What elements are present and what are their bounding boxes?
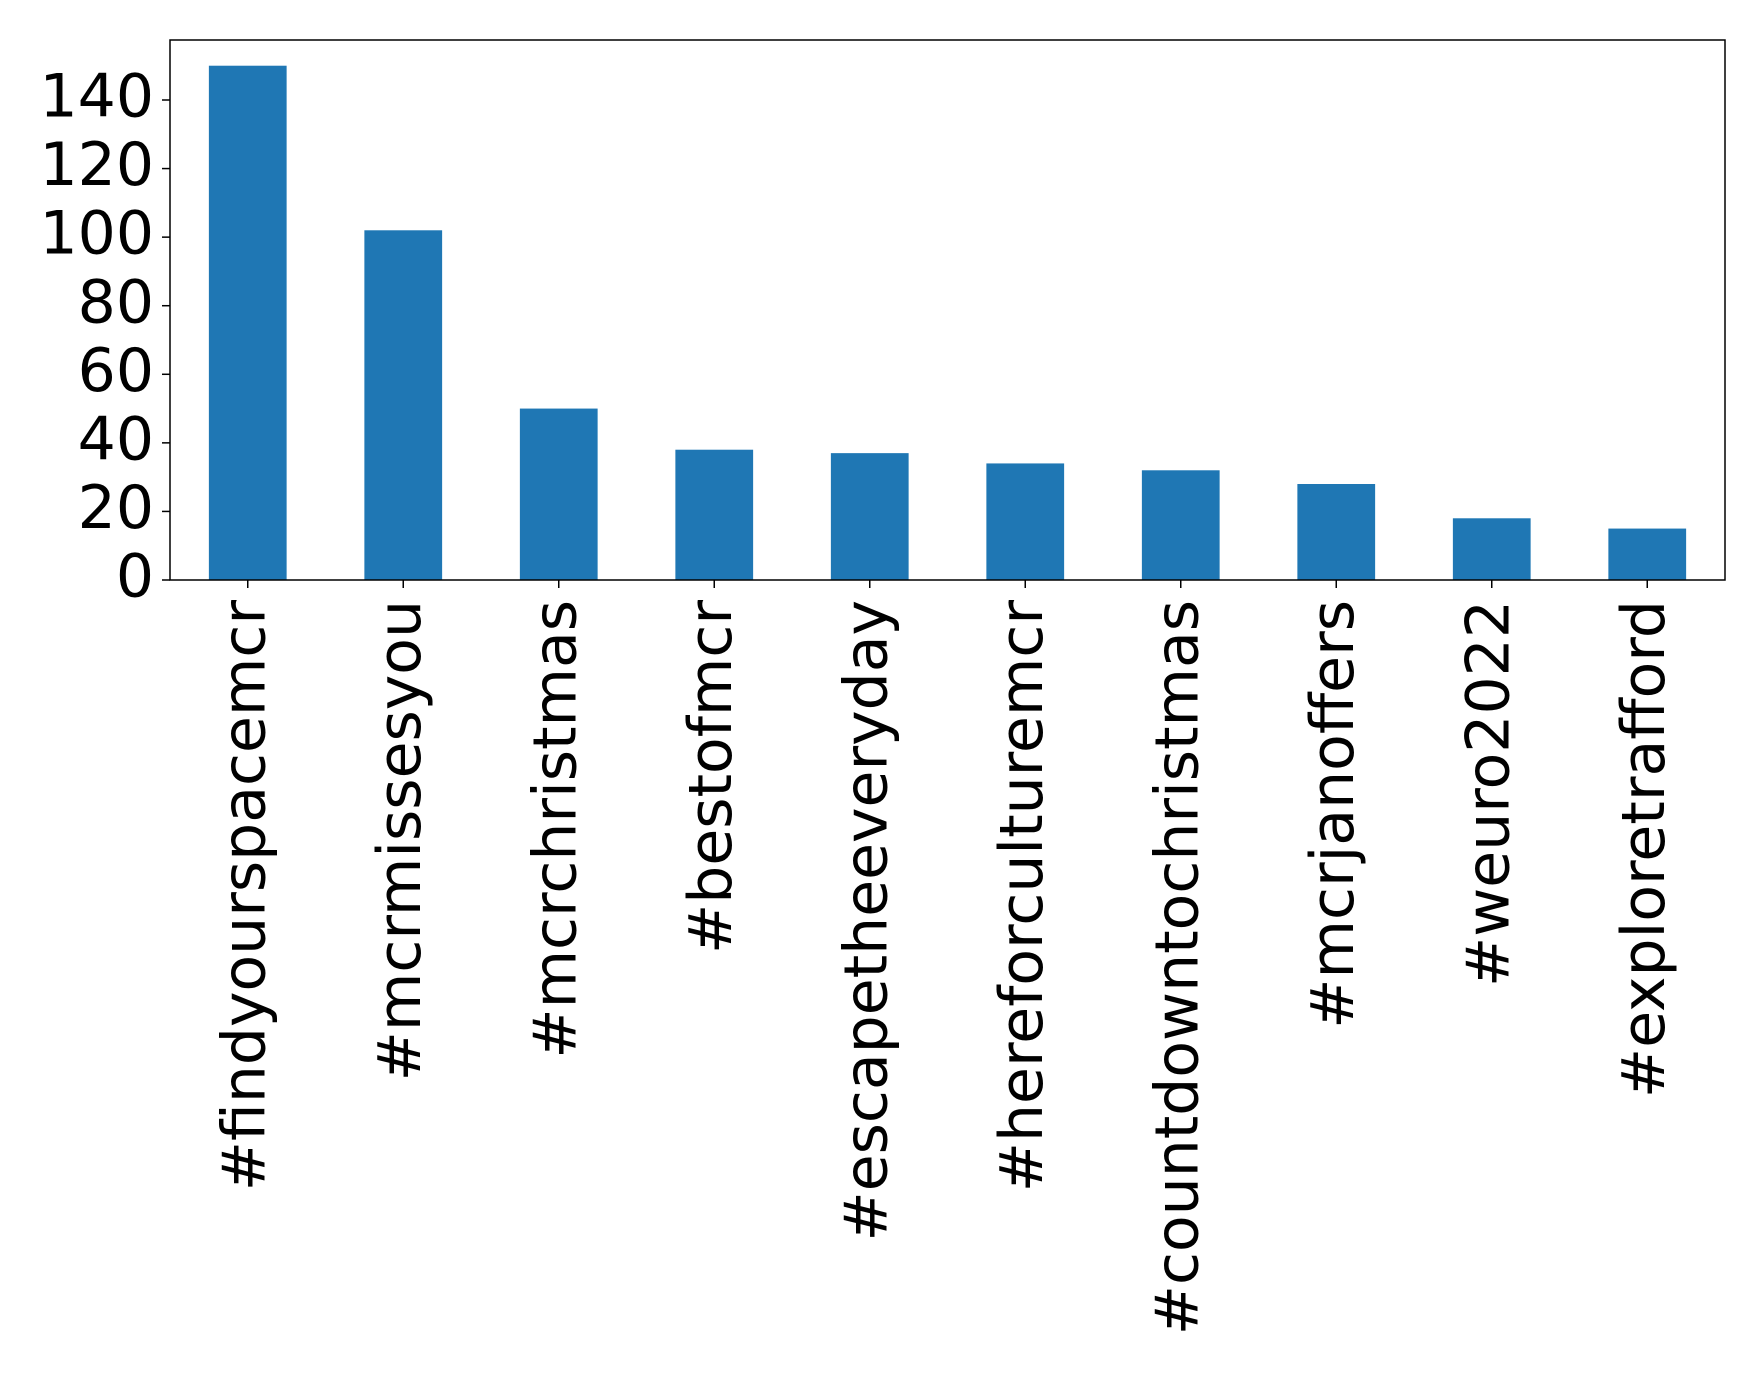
y-tick-label: 20 bbox=[78, 473, 154, 543]
x-tick-label: #findyourspacemcr bbox=[209, 600, 279, 1192]
bar bbox=[1452, 518, 1531, 580]
bar bbox=[1297, 484, 1376, 580]
bar bbox=[1141, 470, 1220, 580]
x-tick-label: #hereforculturemcr bbox=[987, 600, 1057, 1193]
bar bbox=[986, 463, 1065, 580]
y-tick-label: 80 bbox=[78, 267, 154, 337]
bar bbox=[675, 449, 754, 580]
x-tick-label: #countdowntochristmas bbox=[1142, 600, 1212, 1335]
x-tick-label: #mcrchristmas bbox=[520, 600, 590, 1059]
bar bbox=[208, 65, 287, 580]
bar bbox=[1608, 528, 1687, 580]
y-tick-label: 60 bbox=[78, 336, 154, 406]
x-tick-label: #mcrjanoffers bbox=[1298, 600, 1368, 1029]
y-tick-label: 140 bbox=[39, 62, 154, 132]
y-tick-label: 40 bbox=[78, 404, 154, 474]
plot-frame bbox=[169, 39, 1726, 581]
x-tick-label: #bestofmcr bbox=[676, 600, 746, 954]
y-tick-label: 0 bbox=[116, 542, 154, 612]
bar bbox=[364, 230, 443, 581]
y-tick-label: 120 bbox=[39, 130, 154, 200]
x-tick-label: #weuro2022 bbox=[1453, 600, 1523, 987]
x-tick-label: #exploretrafford bbox=[1609, 600, 1679, 1098]
bar bbox=[519, 408, 598, 580]
x-tick-label: #mcrmissesyou bbox=[365, 600, 435, 1081]
bar bbox=[830, 453, 909, 580]
y-tick-label: 100 bbox=[39, 199, 154, 269]
x-tick-label: #escapetheeveryday bbox=[831, 600, 901, 1242]
